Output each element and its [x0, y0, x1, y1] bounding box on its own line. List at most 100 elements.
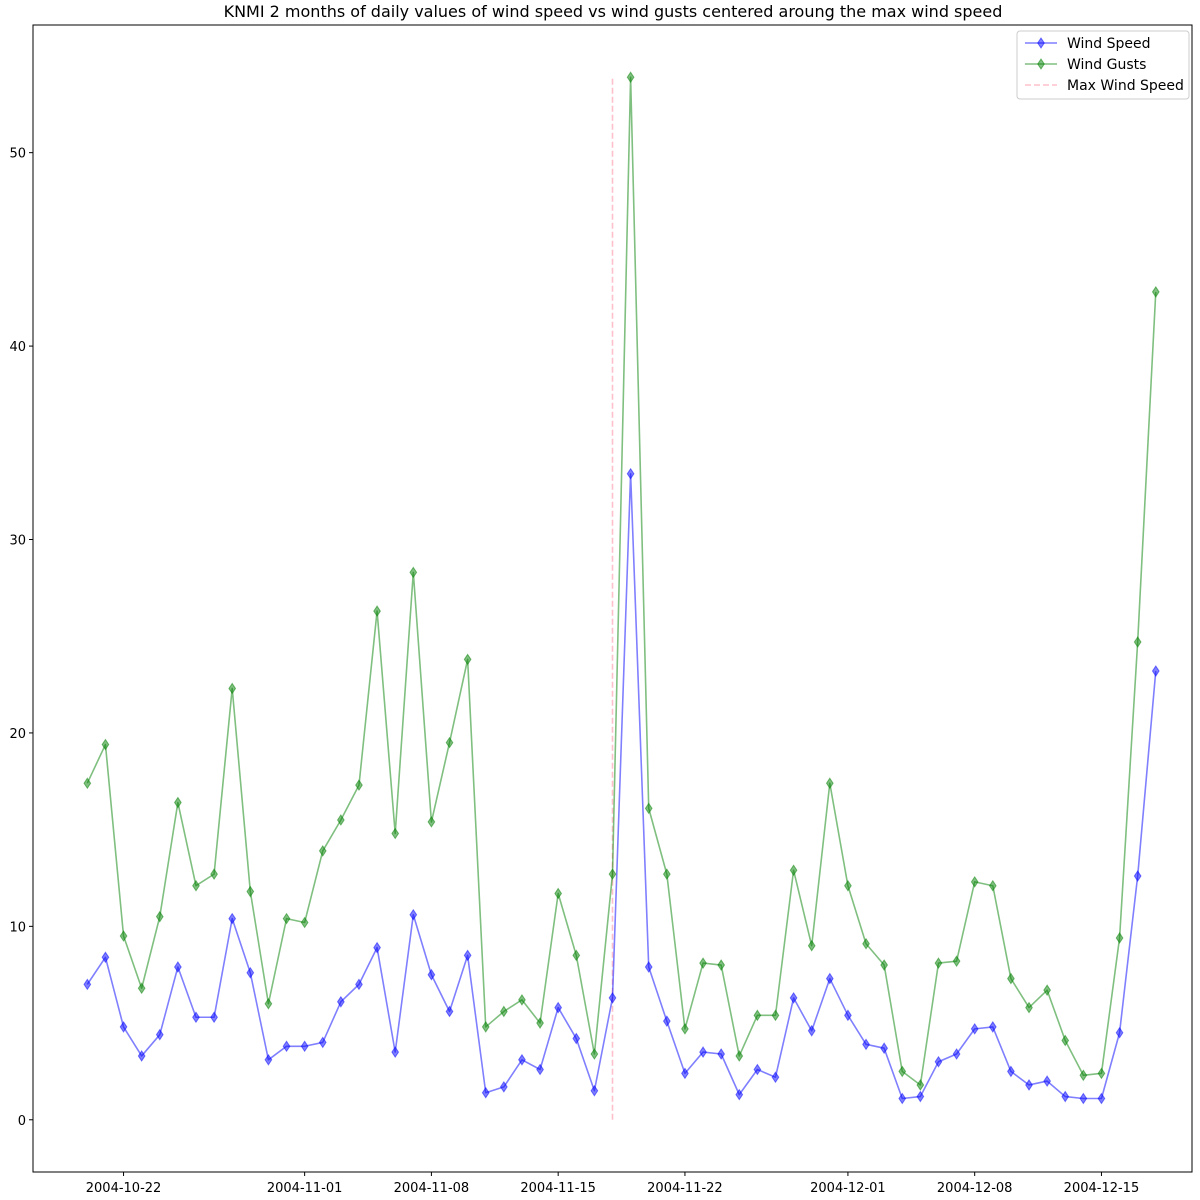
wind-speed-point	[445, 1005, 454, 1018]
wind-speed-point	[844, 1009, 852, 1022]
wind-speed-point	[318, 1036, 327, 1049]
y-tick-label: 20	[9, 727, 26, 742]
wind-gusts-point	[789, 864, 798, 877]
wind-speed-point	[952, 1048, 961, 1060]
wind-gusts-point	[1007, 972, 1015, 985]
y-tick-label: 50	[9, 147, 26, 162]
wind-gusts-point	[318, 845, 327, 857]
x-tick-label: 2004-12-01	[810, 1181, 886, 1196]
wind-gusts-point	[427, 815, 436, 828]
wind-speed-point	[862, 1038, 870, 1051]
wind-gusts-point	[608, 868, 617, 881]
wind-speed-point	[155, 1028, 164, 1041]
wind-speed-point	[934, 1055, 943, 1068]
wind-speed-point	[373, 941, 381, 954]
wind-speed-point	[880, 1042, 889, 1055]
wind-speed-point	[282, 1040, 291, 1053]
wind-gusts-point	[518, 993, 526, 1006]
wind-gusts-point	[970, 875, 979, 888]
wind-gusts-point	[1115, 932, 1124, 944]
wind-gusts-point	[1043, 984, 1052, 997]
wind-speed-point	[1007, 1065, 1015, 1078]
wind-gusts-point	[445, 736, 454, 749]
y-tick-label: 30	[9, 534, 26, 549]
wind-speed-point	[101, 951, 110, 964]
wind-speed-point	[210, 1011, 218, 1024]
wind-gusts-point	[735, 1050, 744, 1062]
wind-speed-point	[300, 1040, 309, 1053]
wind-gusts-line	[86, 76, 1157, 1086]
x-tick-label: 2004-11-22	[647, 1181, 723, 1196]
wind-gusts-point	[644, 802, 653, 815]
chart-title: KNMI 2 months of daily values of wind sp…	[224, 2, 1003, 21]
wind-speed-point	[355, 978, 363, 991]
wind-gusts-point	[336, 814, 345, 826]
legend-label-wind-speed: Wind Speed	[1067, 36, 1151, 52]
wind-speed-point	[1043, 1075, 1052, 1087]
wind-speed-point	[898, 1092, 907, 1105]
wind-speed-point	[1079, 1092, 1088, 1105]
wind-gusts-point	[554, 887, 563, 900]
wind-gusts-point	[300, 916, 309, 929]
wind-gusts-point	[916, 1079, 925, 1091]
wind-gusts-point	[699, 957, 707, 970]
wind-speed-point	[572, 1032, 581, 1045]
wind-gusts-point	[681, 1022, 689, 1035]
x-tick-label: 2004-11-01	[267, 1181, 343, 1196]
wind-speed-point	[970, 1022, 979, 1035]
wind-gusts-point	[753, 1009, 762, 1022]
wind-gusts-point	[373, 605, 381, 617]
wind-gusts-point	[536, 1017, 544, 1029]
wind-gusts-point	[264, 997, 273, 1010]
wind-gusts-point	[355, 779, 363, 792]
wind-speed-point	[264, 1053, 273, 1066]
legend-item-wind-speed: Wind Speed	[1025, 36, 1151, 52]
y-tick-label: 40	[9, 340, 26, 355]
wind-speed-point	[409, 908, 418, 921]
legend-label-max-wind-speed: Max Wind Speed	[1067, 78, 1184, 94]
wind-gusts-point	[807, 939, 816, 952]
wind-gusts-point	[282, 912, 291, 925]
wind-speed-point	[1151, 665, 1160, 677]
wind-speed-point	[246, 966, 255, 979]
wind-gusts-point	[192, 879, 200, 892]
wind-speed-point	[753, 1063, 762, 1076]
wind-speed-point	[771, 1071, 780, 1084]
wind-speed-point	[536, 1063, 544, 1076]
wind-speed-point	[228, 912, 237, 925]
wind-gusts-point	[173, 796, 182, 809]
wind-speed-point	[1115, 1026, 1124, 1039]
wind-speed-point	[427, 968, 436, 981]
wind-speed-point	[717, 1048, 726, 1060]
wind-speed-point	[1133, 870, 1142, 882]
wind-gusts-point	[771, 1009, 780, 1022]
wind-gusts-point	[934, 957, 943, 970]
wind-gusts-point	[391, 827, 400, 840]
wind-gusts-point	[409, 566, 418, 579]
legend-box	[1016, 30, 1190, 100]
wind-speed-point	[83, 978, 92, 991]
wind-speed-point	[463, 949, 472, 962]
wind-speed-point	[518, 1053, 526, 1066]
wind-speed-point	[173, 961, 182, 973]
wind-gusts-point	[83, 777, 92, 790]
x-tick-label: 2004-12-15	[1064, 1181, 1140, 1196]
wind-gusts-point	[155, 910, 164, 923]
wind-speed-point	[789, 992, 798, 1004]
wind-gusts-point	[119, 930, 128, 942]
wind-gusts-point	[662, 868, 671, 881]
wind-gusts-point	[1097, 1067, 1106, 1080]
x-tick-label: 2004-10-22	[86, 1181, 162, 1196]
wind-gusts-point	[246, 885, 255, 898]
wind-gusts-series	[83, 71, 1160, 1091]
y-tick-label: 10	[9, 920, 26, 935]
wind-gusts-point	[717, 959, 726, 971]
wind-gusts-point	[1025, 1001, 1033, 1014]
wind-speed-point	[1097, 1092, 1106, 1105]
wind-gusts-point	[825, 777, 834, 790]
wind-speed-point	[499, 1080, 508, 1093]
wind-gusts-point	[880, 959, 889, 971]
wind-speed-point	[391, 1046, 400, 1058]
legend-label-wind-gusts: Wind Gusts	[1067, 57, 1146, 73]
wind-speed-point	[554, 1001, 563, 1014]
